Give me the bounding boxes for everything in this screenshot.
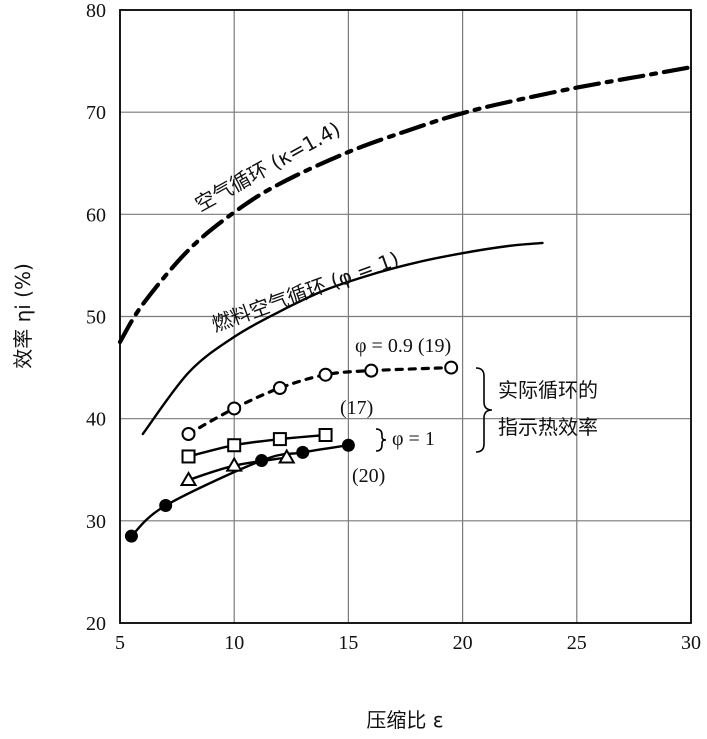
marker-filled-circle (296, 445, 310, 459)
marker-open-triangle (179, 470, 198, 486)
series-line-5 (130, 444, 350, 538)
tick-labels: 5 10 15 20 25 30 20 30 40 50 60 70 80 (86, 0, 701, 654)
actual-cycle-label-line1: 实际循环的 (498, 378, 598, 402)
y-tick-label: 50 (86, 307, 106, 329)
marker-open-triangle (225, 456, 243, 472)
series-line-2 (186, 366, 453, 436)
x-tick-label: 30 (681, 632, 701, 654)
grid (120, 10, 691, 623)
plot-frame (119, 9, 692, 624)
marker-open-circle (364, 363, 379, 378)
marker-filled-circle (159, 499, 173, 513)
x-tick-label: 10 (224, 632, 244, 654)
ref20-label: (20) (352, 465, 385, 487)
marker-open-triangle (277, 448, 296, 464)
curves (117, 65, 694, 538)
y-axis-title: 效率 ηi (%) (11, 263, 35, 369)
y-tick-label: 80 (86, 0, 106, 22)
y-tick-label: 70 (86, 102, 106, 124)
air-cycle-label: 空气循环 (κ=1.4) (191, 117, 345, 217)
y-tick-label: 30 (86, 511, 106, 533)
x-tick-label: 15 (338, 632, 358, 654)
phi1-brace (375, 428, 387, 452)
markers (124, 360, 459, 543)
x-tick-label: 25 (567, 632, 587, 654)
phi09-label: φ = 0.9 (19) (355, 335, 451, 357)
marker-filled-circle (341, 438, 355, 452)
x-tick-label: 20 (453, 632, 473, 654)
series-line-0 (117, 65, 694, 345)
marker-open-circle (318, 367, 333, 382)
marker-filled-circle (124, 529, 138, 543)
phi1-label: φ = 1 (392, 428, 435, 450)
y-tick-label: 20 (86, 613, 106, 635)
series-line-3 (187, 433, 327, 458)
x-tick-label: 5 (115, 632, 125, 654)
marker-open-square (272, 432, 287, 447)
y-tick-label: 60 (86, 204, 106, 226)
marker-open-square (181, 449, 196, 464)
ref17-label: (17) (340, 397, 373, 419)
y-tick-label: 40 (86, 409, 106, 431)
marker-open-circle (272, 381, 287, 396)
actual-cycle-brace (475, 367, 493, 453)
marker-filled-circle (255, 454, 269, 468)
marker-open-square (318, 428, 333, 443)
x-axis-title: 压缩比 ε (366, 708, 443, 732)
actual-cycle-label-line2: 指示热效率 (498, 415, 598, 439)
series-line-1 (141, 241, 544, 436)
marker-open-circle (444, 360, 459, 375)
marker-open-circle (227, 401, 242, 416)
marker-open-circle (181, 426, 196, 441)
marker-open-square (227, 438, 242, 453)
fuel-air-cycle-label: 燃料空气循环 (φ = 1) (209, 247, 403, 337)
